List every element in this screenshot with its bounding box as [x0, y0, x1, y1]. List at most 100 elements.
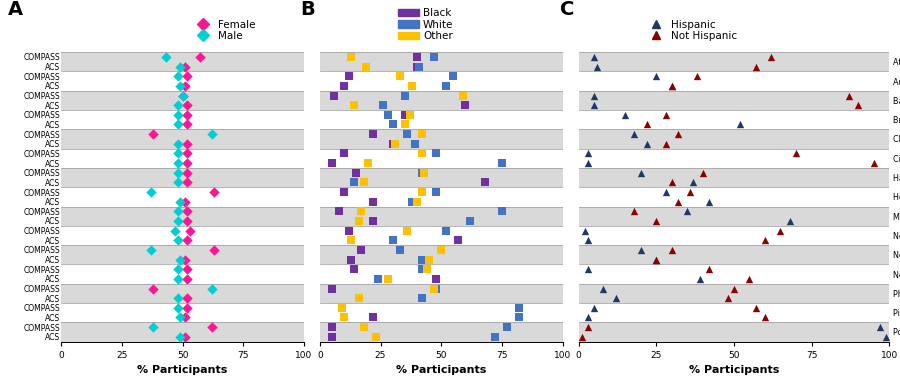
Point [415, 169, 429, 176]
Point [405, 198, 419, 205]
Point [398, 121, 412, 127]
X-axis label: % Participants: % Participants [688, 365, 779, 375]
Legend: Black, White, Other: Black, White, Other [398, 8, 454, 41]
Point [180, 237, 194, 244]
Point [580, 150, 595, 157]
Point [332, 208, 347, 215]
Point [180, 112, 194, 118]
Point [170, 160, 184, 166]
Point [204, 324, 219, 330]
Point [385, 237, 400, 244]
Point [634, 169, 648, 176]
Point [726, 286, 741, 292]
Point [400, 131, 414, 137]
Point [640, 121, 654, 127]
Point [170, 73, 184, 80]
Point [415, 131, 429, 137]
Point [325, 160, 339, 166]
Point [458, 102, 473, 108]
Point [359, 64, 374, 70]
Point [178, 83, 193, 89]
Point [495, 160, 509, 166]
Point [439, 227, 454, 234]
Point [146, 324, 160, 330]
Point [366, 198, 381, 205]
Point [180, 121, 194, 127]
Point [178, 64, 193, 70]
Point [580, 266, 595, 273]
Bar [61, 245, 304, 264]
Point [344, 256, 358, 262]
Bar [579, 129, 889, 149]
Bar [579, 149, 889, 168]
Bar [61, 52, 304, 71]
Point [170, 150, 184, 157]
Point [204, 286, 219, 292]
Point [427, 54, 441, 60]
Bar [320, 71, 562, 91]
Bar [320, 226, 562, 245]
Point [180, 218, 194, 224]
Point [346, 266, 361, 273]
Bar [579, 303, 889, 322]
Text: B: B [301, 0, 315, 19]
Point [349, 169, 364, 176]
Point [366, 131, 381, 137]
Point [385, 141, 400, 147]
Point [720, 295, 734, 301]
Point [488, 334, 502, 340]
Point [415, 295, 429, 301]
Point [392, 247, 407, 253]
Point [180, 102, 194, 108]
Point [371, 276, 385, 282]
Point [696, 169, 710, 176]
Point [580, 237, 595, 244]
Point [193, 54, 207, 60]
Bar [579, 245, 889, 264]
Point [388, 141, 402, 147]
Bar [61, 284, 304, 303]
Point [328, 93, 342, 99]
Point [512, 305, 526, 311]
Point [170, 276, 184, 282]
Point [783, 218, 797, 224]
Point [608, 295, 623, 301]
Point [429, 276, 444, 282]
Point [879, 334, 894, 340]
Point [337, 189, 351, 195]
Point [590, 64, 604, 70]
Point [415, 189, 429, 195]
Point [419, 266, 434, 273]
Bar [579, 187, 889, 207]
Point [354, 208, 368, 215]
Point [658, 189, 672, 195]
Point [180, 141, 194, 147]
Point [429, 150, 444, 157]
Point [456, 93, 471, 99]
Point [749, 64, 763, 70]
Point [170, 121, 184, 127]
Point [178, 334, 193, 340]
Bar [320, 207, 562, 226]
Point [178, 198, 193, 205]
Point [392, 73, 407, 80]
Bar [320, 303, 562, 322]
Point [758, 314, 772, 320]
Point [587, 54, 601, 60]
Point [580, 160, 595, 166]
Bar [320, 52, 562, 71]
Point [335, 305, 349, 311]
Point [170, 266, 184, 273]
Bar [320, 187, 562, 207]
Point [337, 314, 351, 320]
Point [354, 247, 368, 253]
Point [788, 150, 803, 157]
Point [337, 150, 351, 157]
Point [361, 160, 375, 166]
Point [664, 179, 679, 185]
Point [580, 314, 595, 320]
Point [352, 295, 366, 301]
Bar [320, 149, 562, 168]
Point [627, 208, 642, 215]
Point [325, 324, 339, 330]
